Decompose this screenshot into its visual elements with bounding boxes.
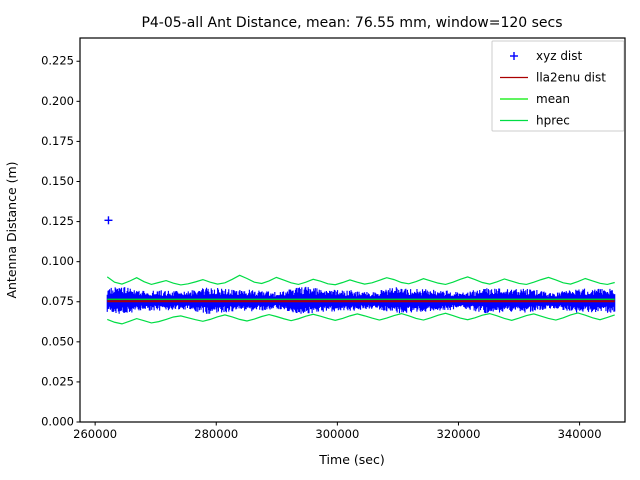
x-tick-label: 280000 [194, 427, 238, 441]
y-tick-label: 0.025 [41, 374, 74, 388]
legend-label: xyz dist [536, 49, 583, 63]
legend-item-lla2enu-dist[interactable]: lla2enu dist [500, 71, 606, 85]
y-tick-label: 0.100 [41, 254, 74, 268]
y-axis-label: Antenna Distance (m) [4, 161, 19, 298]
legend-label: lla2enu dist [536, 71, 606, 85]
y-axis-ticks: 0.000 0.025 0.050 0.075 0.100 0.125 0.150 0.175… [41, 54, 80, 429]
x-tick-label: 260000 [73, 427, 117, 441]
x-tick-label: 300000 [315, 427, 359, 441]
y-tick-label: 0.200 [41, 94, 74, 108]
axes-frame [79, 37, 626, 423]
y-tick-label: 0.050 [41, 334, 74, 348]
y-tick-label: 0.175 [41, 134, 74, 148]
y-tick-label: 0.075 [41, 294, 74, 308]
legend-box [491, 40, 625, 132]
legend-plus-icon [510, 52, 518, 60]
y-tick-label: 0.000 [41, 415, 74, 429]
y-tick-label: 0.150 [41, 174, 74, 188]
y-tick-label: 0.225 [41, 54, 74, 68]
legend-item-xyz-dist[interactable]: xyz dist [510, 49, 583, 63]
legend-label: mean [536, 92, 570, 106]
hprec-upper-envelope [106, 274, 615, 286]
x-tick-label: 340000 [558, 427, 602, 441]
xyz-dist-outlier-marker [104, 216, 113, 225]
hprec-lower-envelope [107, 312, 615, 325]
chart-title: P4-05-all Ant Distance, mean: 76.55 mm, … [141, 15, 562, 31]
legend-item-hprec[interactable]: hprec [500, 114, 570, 128]
legend-item-mean[interactable]: mean [500, 92, 570, 106]
x-tick-label: 320000 [437, 427, 481, 441]
x-axis-ticks: 260000 280000 300000 320000 340000 [73, 422, 602, 441]
data-series-layer [104, 216, 616, 325]
legend-label: hprec [536, 114, 570, 128]
y-tick-label: 0.125 [41, 214, 74, 228]
chart-legend[interactable]: xyz dist lla2enu dist mean hprec [491, 40, 625, 132]
x-axis-label: Time (sec) [318, 452, 384, 467]
